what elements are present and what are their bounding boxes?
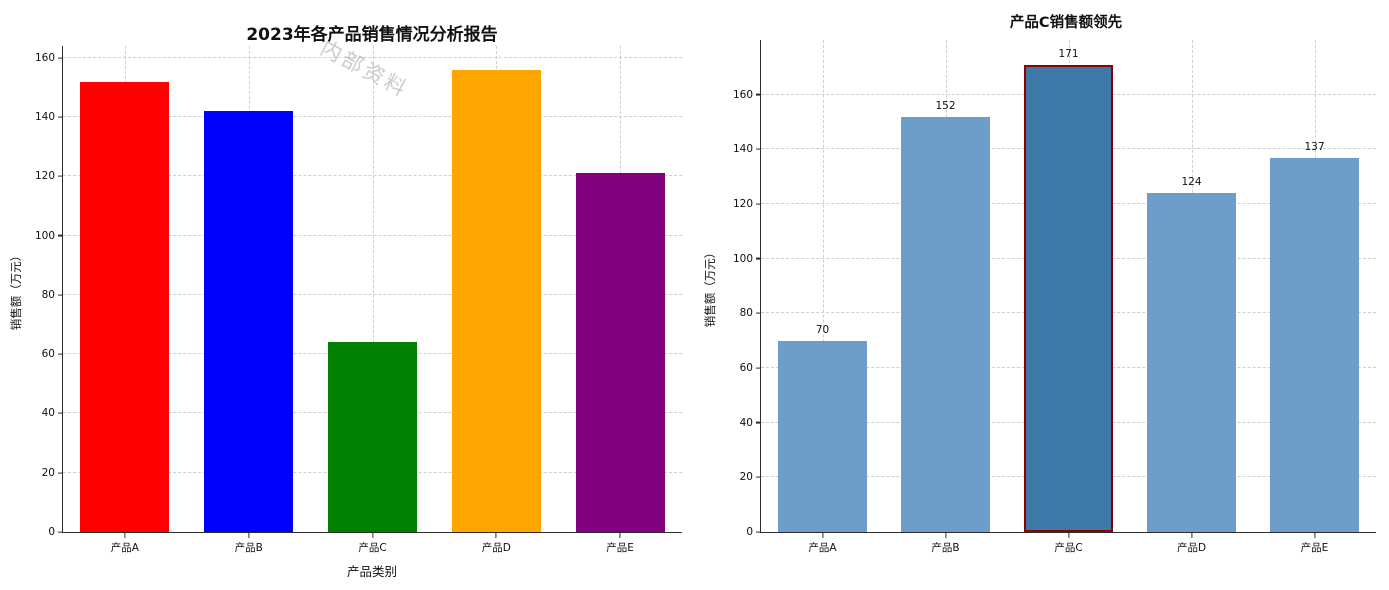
y-tick-label: 80 [41, 288, 55, 301]
bar-产品D [451, 69, 541, 532]
y-tick-label: 80 [739, 307, 753, 320]
x-tick-mark [371, 533, 374, 538]
y-tick-label: 40 [739, 416, 753, 429]
vertical-gridline [822, 40, 824, 532]
x-tick-label: 产品C [358, 542, 387, 554]
y-tick-label: 160 [732, 88, 753, 101]
y-tick-mark [58, 57, 63, 59]
bar-产品A [80, 81, 170, 532]
bar-value-label: 152 [935, 99, 956, 112]
vertical-gridline [372, 46, 374, 532]
x-axis-label: 产品类别 [346, 564, 397, 579]
bar-value-label: 171 [1058, 47, 1079, 60]
x-tick-label: 产品E [606, 542, 634, 554]
y-tick-mark [756, 203, 761, 205]
y-tick-mark [756, 258, 761, 260]
y-tick-mark [58, 531, 63, 533]
y-tick-mark [756, 94, 761, 96]
bar-产品B [901, 116, 990, 532]
y-tick-mark [58, 472, 63, 474]
x-tick-mark [1313, 533, 1316, 538]
x-tick-mark [944, 533, 947, 538]
y-tick-mark [58, 116, 63, 118]
x-tick-label: 产品D [481, 542, 511, 554]
y-tick-mark [756, 367, 761, 369]
bar-value-label: 124 [1181, 176, 1202, 189]
x-tick-label: 产品C [1054, 542, 1083, 554]
x-tick-label: 产品B [234, 542, 263, 554]
x-tick-mark [1190, 533, 1193, 538]
bar-产品E [575, 173, 665, 532]
x-tick-mark [619, 533, 621, 538]
y-tick-mark [58, 294, 63, 296]
plot-area: 0 20 40 60 80 100 120 140 160 70 产品A 152 产品B 171 产品C 12… [733, 40, 1376, 554]
bar-产品A [778, 340, 867, 532]
y-tick-label: 0 [746, 526, 753, 538]
bar-产品D [1147, 193, 1236, 532]
chart-title: 2023年各产品销售情况分析报告 [246, 25, 498, 45]
y-tick-mark [756, 312, 761, 314]
x-tick-mark [821, 533, 824, 538]
y-tick-label: 160 [34, 51, 55, 64]
x-tick-mark [495, 533, 497, 538]
plot-area: 0 20 40 60 80 100 120 140 160 产品A 产品B 产品C 产品D 产品E 内部资料 [35, 36, 682, 554]
x-tick-label: 产品A [808, 542, 837, 554]
bar-产品C [327, 342, 418, 532]
y-tick-mark [756, 422, 761, 424]
y-tick-mark [756, 531, 761, 533]
y-tick-label: 140 [732, 143, 753, 156]
y-tick-label: 40 [41, 407, 55, 420]
y-tick-label: 20 [739, 471, 753, 484]
x-tick-label: 产品A [110, 542, 139, 554]
y-tick-label: 100 [34, 229, 55, 242]
x-tick-label: 产品B [931, 542, 960, 554]
bar-产品E [1270, 157, 1359, 532]
y-tick-label: 100 [732, 252, 753, 265]
bar-value-label: 137 [1304, 140, 1325, 153]
y-tick-mark [756, 148, 761, 150]
y-tick-label: 0 [48, 526, 55, 538]
y-tick-label: 60 [739, 362, 753, 374]
x-tick-label: 产品D [1176, 542, 1207, 554]
x-tick-mark [124, 533, 126, 538]
x-tick-label: 产品E [1300, 542, 1329, 554]
bar-产品B [204, 111, 294, 532]
y-tick-label: 140 [34, 111, 55, 124]
chart-sales-overview: 2023年各产品销售情况分析报告 销售额（万元） 产品类别 0 20 40 60 80 100 1… [0, 0, 694, 590]
chart-product-c-leading: 产品C销售额领先 销售额（万元） 0 20 40 60 80 100 120 140 160 70 产品… [694, 0, 1388, 590]
y-tick-label: 120 [732, 198, 753, 210]
x-tick-mark [1067, 533, 1070, 538]
y-tick-mark [58, 235, 63, 237]
y-tick-label: 20 [41, 466, 55, 479]
bar-value-label: 70 [815, 323, 830, 336]
y-tick-label: 60 [41, 348, 55, 361]
x-tick-mark [248, 533, 250, 538]
y-tick-mark [58, 412, 63, 415]
y-tick-mark [58, 353, 63, 355]
y-tick-mark [58, 175, 63, 177]
chart-title: 产品C销售额领先 [1009, 15, 1123, 31]
y-tick-label: 120 [34, 170, 55, 183]
bar-产品C [1024, 64, 1113, 532]
y-tick-mark [756, 476, 761, 478]
